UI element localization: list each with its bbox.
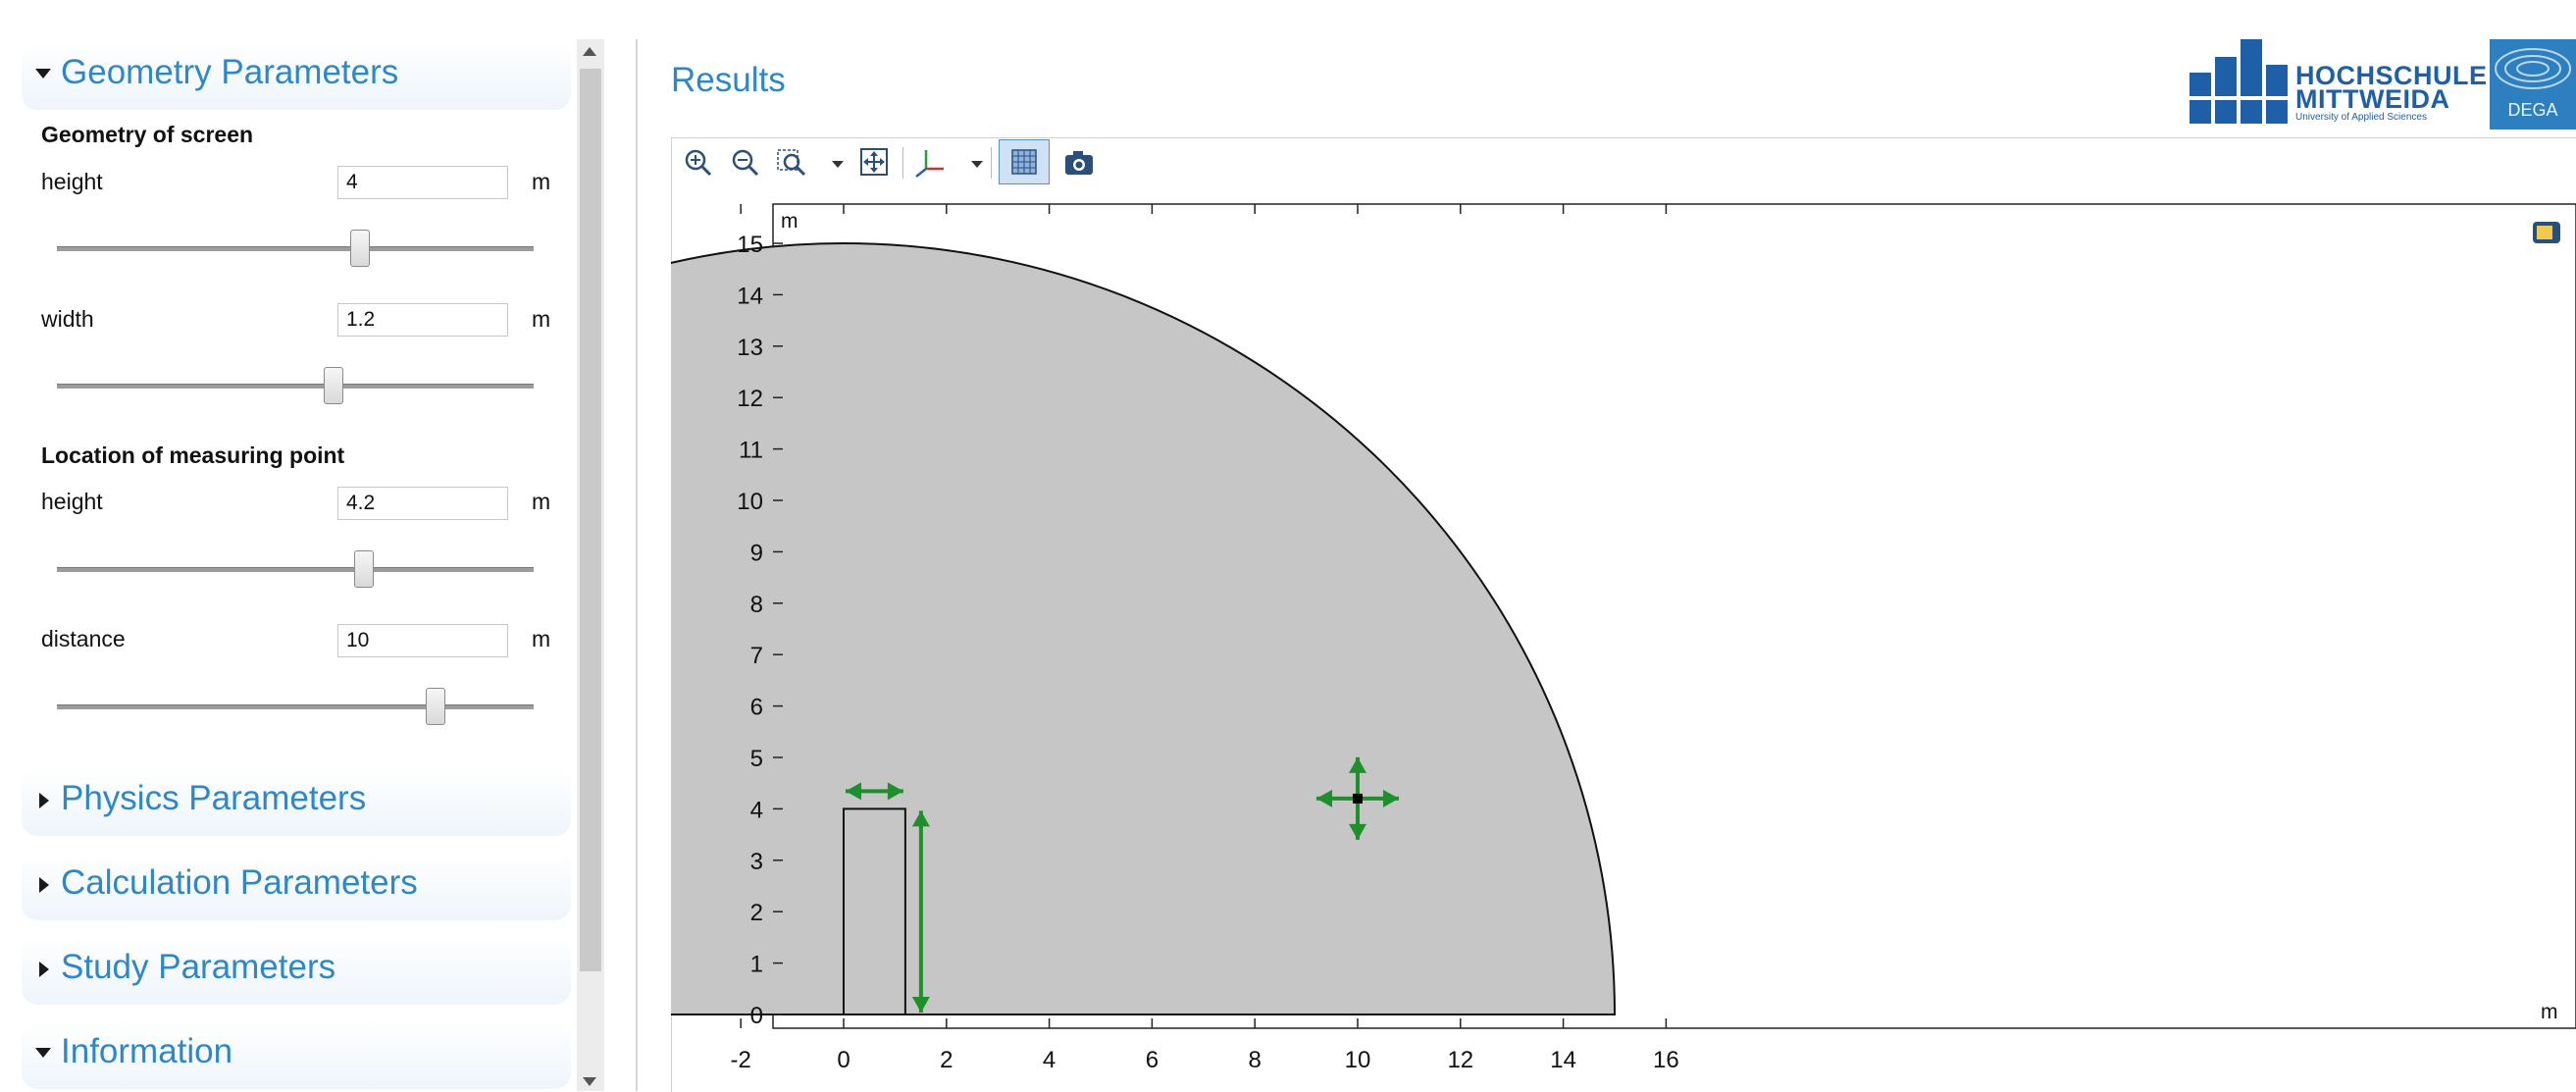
x-tick-label: 0 [837,1047,850,1073]
screen-width-arrow[interactable] [846,782,903,801]
y-tick-label: 1 [750,952,763,978]
screen-group-title: Geometry of screen [41,122,254,147]
y-tick-label: 9 [750,540,763,566]
panel-scrollbar[interactable] [577,39,604,1091]
point-distance-slider[interactable] [57,704,534,709]
screen-height-slider-thumb[interactable] [350,230,370,267]
information-header[interactable]: Information [22,1020,571,1089]
geometry-parameters-header[interactable]: Geometry Parameters [22,41,571,110]
camera-icon[interactable] [1061,145,1097,181]
y-tick-label: 7 [750,643,763,669]
y-tick-label: 4 [750,797,763,823]
view-settings-icon[interactable] [2533,222,2560,243]
x-tick-label: 8 [1249,1047,1262,1073]
x-unit-label: m [2541,1001,2558,1023]
expand-arrow-icon [39,793,49,808]
expand-arrow-icon [39,877,49,893]
axis-orientation-icon[interactable] [912,145,948,181]
calculation-parameters-header[interactable]: Calculation Parameters [22,852,571,920]
dega-wave-icon [2495,48,2571,89]
scroll-down-arrow-icon[interactable] [583,1077,596,1086]
grid-toggle-icon[interactable] [999,139,1050,184]
x-tick-label: 10 [1345,1047,1371,1073]
screen-width-unit: m [532,306,551,332]
screen-width-slider-thumb[interactable] [324,367,343,404]
section-title: Geometry Parameters [61,53,399,91]
section-title: Physics Parameters [61,779,367,817]
y-tick-label: 12 [737,386,763,412]
zoom-in-icon[interactable] [681,145,716,181]
y-tick-label: 3 [750,849,763,875]
zoom-box-icon[interactable] [775,145,810,181]
zoom-out-icon[interactable] [728,145,763,181]
y-tick-label: 2 [750,900,763,926]
graphics-toolbar [671,137,2576,186]
hochschule-mittweida-logo: HOCHSCHULE MITTWEIDA University of Appli… [2190,39,2487,130]
measuring-point-group-title: Location of measuring point [41,442,345,468]
scroll-up-arrow-icon[interactable] [583,47,596,56]
scrollbar-thumb[interactable] [580,69,601,971]
y-tick-label: 13 [737,335,763,361]
screen-width-input[interactable] [337,303,508,337]
x-tick-label: 4 [1043,1047,1056,1073]
expand-arrow-icon [39,962,49,977]
x-tick-label: 12 [1447,1047,1473,1073]
y-tick-label: 6 [750,695,763,721]
parameters-panel: Geometry Parameters Geometry of screen h… [0,0,579,1091]
collapse-arrow-icon [35,1048,51,1058]
section-title: Calculation Parameters [61,863,418,902]
x-tick-label: -2 [731,1047,751,1073]
collapse-arrow-icon [35,69,51,78]
zoom-extents-icon[interactable] [857,145,893,181]
y-tick-label: 0 [750,1003,763,1029]
zoom-dropdown-arrow-icon[interactable] [832,161,844,168]
geometry-plot[interactable]: -16-14-12-10-8-6-4-202468101214160123456… [671,186,2576,1091]
point-height-slider[interactable] [57,567,534,572]
screen-width-slider[interactable] [57,384,534,389]
physics-parameters-header[interactable]: Physics Parameters [22,767,571,836]
study-parameters-header[interactable]: Study Parameters [22,936,571,1005]
y-tick-label: 11 [739,438,763,464]
x-tick-label: 16 [1653,1047,1679,1073]
screen-height-arrow[interactable] [911,810,930,1013]
axis-dropdown-arrow-icon[interactable] [971,161,983,168]
x-tick-label: 14 [1550,1047,1576,1073]
screen-height-label: height [41,169,103,194]
screen-height-input[interactable] [337,166,508,199]
results-title: Results [671,61,786,99]
y-tick-label: 15 [737,232,763,258]
measuring-point-marker [1353,793,1363,804]
dega-logo: DEGA [2490,39,2576,130]
panel-divider[interactable] [636,39,638,1091]
semicircle-domain [671,242,1617,1015]
point-height-label: height [41,489,103,514]
hsmw-building-icon [2190,39,2288,124]
x-tick-label: 6 [1146,1047,1159,1073]
section-title: Information [61,1032,233,1070]
point-distance-input[interactable] [337,624,508,657]
point-distance-label: distance [41,626,126,651]
y-tick-label: 5 [750,746,763,772]
y-tick-label: 8 [750,592,763,618]
point-distance-unit: m [532,626,551,651]
point-height-unit: m [532,489,551,514]
y-tick-label: 14 [737,283,763,309]
screen-width-label: width [41,306,94,332]
x-tick-label: 2 [940,1047,953,1073]
point-height-input[interactable] [337,487,508,520]
screen-height-slider[interactable] [57,246,534,251]
section-title: Study Parameters [61,948,336,986]
noise-screen [843,807,906,1016]
y-unit-label: m [781,210,799,233]
point-height-slider-thumb[interactable] [354,550,374,588]
y-tick-label: 10 [737,489,763,515]
screen-height-unit: m [532,169,551,194]
point-distance-slider-thumb[interactable] [426,688,445,725]
